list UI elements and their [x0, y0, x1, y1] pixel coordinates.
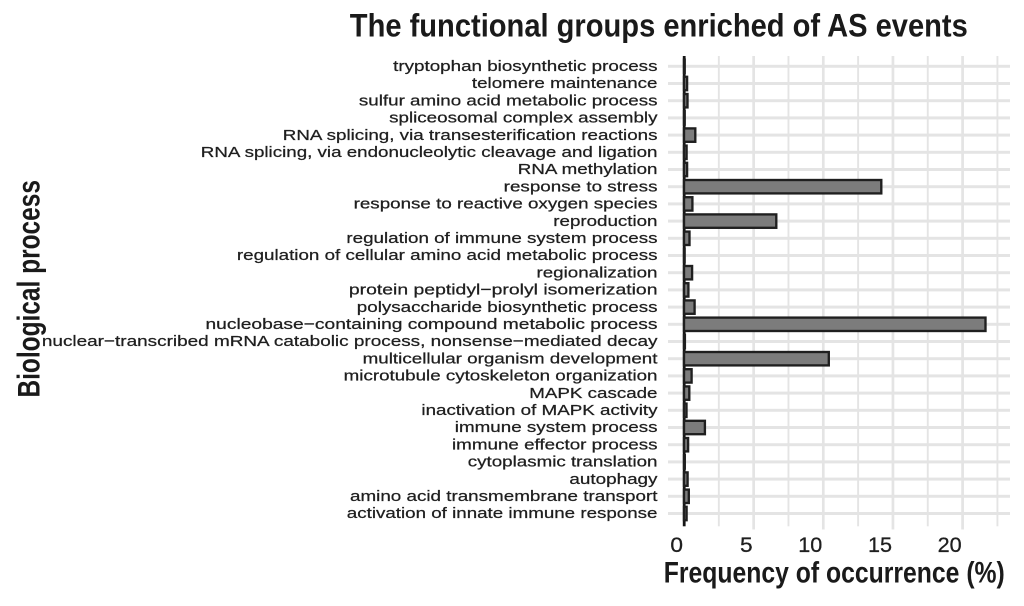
svg-text:tryptophan biosynthetic proces: tryptophan biosynthetic process [393, 58, 658, 75]
svg-text:0: 0 [670, 532, 683, 557]
svg-text:5: 5 [740, 532, 753, 557]
svg-text:telomere maintenance: telomere maintenance [472, 75, 658, 92]
svg-text:nucleobase−containing compound: nucleobase−containing compound metabolic… [206, 316, 659, 333]
svg-text:activation of innate immune re: activation of innate immune response [347, 505, 658, 522]
svg-text:nuclear−transcribed mRNA catab: nuclear−transcribed mRNA catabolic proce… [42, 333, 658, 350]
svg-text:response to reactive oxygen sp: response to reactive oxygen species [354, 196, 658, 213]
svg-text:regulation of cellular amino a: regulation of cellular amino acid metabo… [237, 247, 658, 264]
svg-text:sulfur amino acid metabolic pr: sulfur amino acid metabolic process [359, 92, 658, 109]
svg-text:polysaccharide biosynthetic pr: polysaccharide biosynthetic process [357, 299, 658, 316]
svg-text:15: 15 [868, 532, 892, 557]
svg-text:RNA splicing, via endonucleoly: RNA splicing, via endonucleolytic cleava… [201, 144, 658, 161]
svg-text:The functional groups enriched: The functional groups enriched of AS eve… [350, 7, 968, 43]
svg-text:regulation of immune system pr: regulation of immune system process [346, 230, 658, 247]
svg-text:multicellular organism develop: multicellular organism development [363, 350, 659, 367]
svg-text:amino acid transmembrane trans: amino acid transmembrane transport [350, 488, 658, 505]
svg-text:microtubule cytoskeleton organ: microtubule cytoskeleton organization [344, 368, 658, 385]
svg-text:autophagy: autophagy [569, 471, 658, 488]
svg-text:20: 20 [938, 532, 962, 557]
svg-text:regionalization: regionalization [537, 264, 658, 281]
svg-text:immune effector process: immune effector process [452, 436, 658, 453]
svg-text:reproduction: reproduction [553, 213, 657, 230]
svg-text:response to stress: response to stress [504, 178, 658, 195]
svg-text:Biological process: Biological process [11, 180, 47, 398]
svg-text:cytoplasmic translation: cytoplasmic translation [468, 454, 658, 471]
svg-text:protein peptidyl−prolyl isomer: protein peptidyl−prolyl isomerization [349, 282, 658, 299]
svg-text:MAPK cascade: MAPK cascade [529, 385, 657, 402]
svg-text:spliceosomal complex assembly: spliceosomal complex assembly [389, 110, 658, 127]
svg-text:10: 10 [798, 532, 822, 557]
svg-text:RNA splicing, via transesterif: RNA splicing, via transesterification re… [283, 127, 658, 144]
svg-text:Frequency of occurrence (%): Frequency of occurrence (%) [664, 557, 1005, 590]
svg-text:inactivation of MAPK activity: inactivation of MAPK activity [421, 402, 658, 419]
svg-text:RNA methylation: RNA methylation [518, 161, 658, 178]
svg-text:immune system process: immune system process [455, 419, 658, 436]
